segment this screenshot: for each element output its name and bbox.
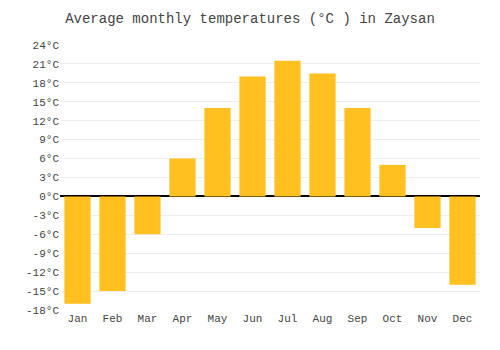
svg-text:9°C: 9°C xyxy=(39,134,59,146)
svg-text:Apr: Apr xyxy=(173,313,193,325)
svg-text:-12°C: -12°C xyxy=(26,267,59,279)
svg-text:-3°C: -3°C xyxy=(33,210,60,222)
svg-text:0°C: 0°C xyxy=(39,191,59,203)
svg-text:Aug: Aug xyxy=(313,313,333,325)
svg-text:12°C: 12°C xyxy=(33,116,60,128)
svg-text:Jan: Jan xyxy=(68,313,88,325)
svg-text:24°C: 24°C xyxy=(33,40,60,52)
svg-text:Nov: Nov xyxy=(418,313,438,325)
svg-text:Oct: Oct xyxy=(383,313,403,325)
svg-text:Jul: Jul xyxy=(278,313,298,325)
svg-text:-9°C: -9°C xyxy=(33,248,60,260)
svg-text:Feb: Feb xyxy=(103,313,123,325)
svg-text:May: May xyxy=(208,313,228,325)
svg-text:-15°C: -15°C xyxy=(26,286,59,298)
svg-text:6°C: 6°C xyxy=(39,153,59,165)
svg-text:Dec: Dec xyxy=(453,313,473,325)
svg-text:Average monthly temperatures (: Average monthly temperatures (°C ) in Za… xyxy=(65,11,435,27)
svg-text:3°C: 3°C xyxy=(39,172,59,184)
svg-text:18°C: 18°C xyxy=(33,78,60,90)
svg-text:-18°C: -18°C xyxy=(26,305,59,317)
svg-text:15°C: 15°C xyxy=(33,97,60,109)
svg-text:21°C: 21°C xyxy=(33,59,60,71)
svg-text:Jun: Jun xyxy=(243,313,263,325)
svg-text:Sep: Sep xyxy=(348,313,368,325)
svg-text:-6°C: -6°C xyxy=(33,229,60,241)
svg-text:Mar: Mar xyxy=(138,313,158,325)
